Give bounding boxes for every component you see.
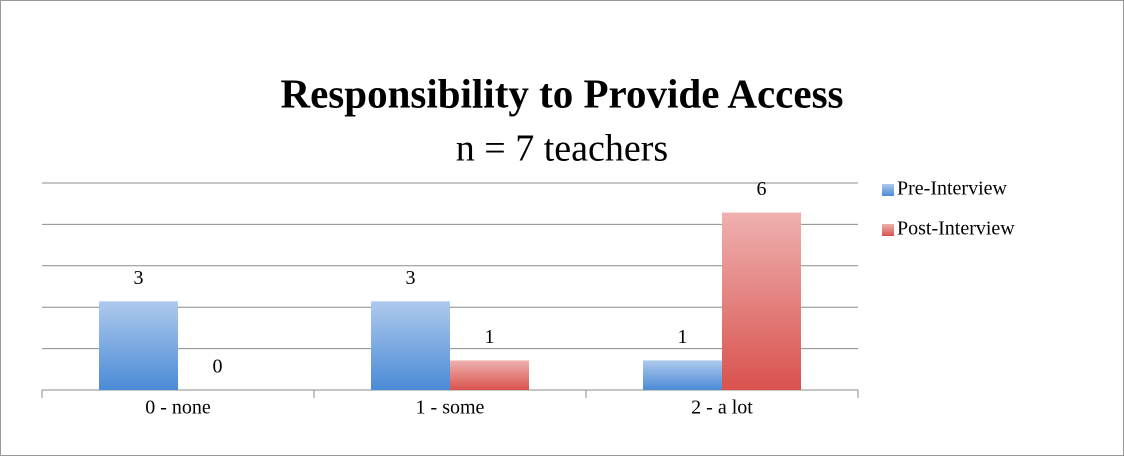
legend-swatch	[882, 224, 894, 236]
bar	[643, 360, 722, 390]
bar	[450, 360, 529, 390]
data-label: 3	[406, 267, 416, 289]
legend-label: Post-Interview	[897, 218, 1015, 240]
data-label: 1	[678, 326, 688, 348]
x-tick-label: 0 - none	[145, 397, 211, 419]
bar	[371, 301, 450, 390]
legend-swatch	[882, 184, 894, 196]
bar	[722, 212, 801, 390]
data-label: 1	[485, 326, 495, 348]
x-tick-label: 1 - some	[416, 397, 485, 419]
data-label: 0	[213, 356, 223, 378]
x-tick-label: 2 - a lot	[691, 397, 753, 419]
data-label: 3	[134, 267, 144, 289]
chart-subtitle: n = 7 teachers	[456, 128, 668, 170]
bar	[99, 301, 178, 390]
chart-title: Responsibility to Provide Access	[281, 70, 844, 116]
data-label: 6	[757, 178, 767, 200]
legend-label: Pre-Interview	[897, 178, 1008, 200]
